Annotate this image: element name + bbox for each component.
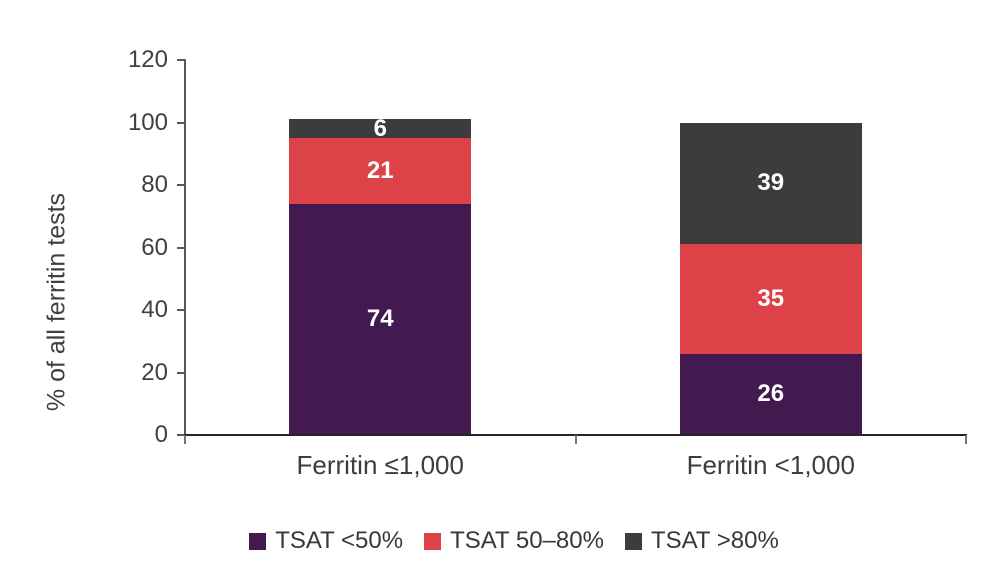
y-tick-label: 60 bbox=[141, 233, 168, 261]
legend-label: TSAT <50% bbox=[275, 527, 404, 554]
legend-swatch bbox=[249, 532, 267, 550]
legend-label: TSAT 50–80% bbox=[450, 527, 604, 554]
y-tick-mark bbox=[177, 246, 185, 249]
y-axis-title: % of all ferritin tests bbox=[42, 192, 71, 412]
bar-segment bbox=[679, 122, 862, 245]
legend-label: TSAT >80% bbox=[650, 527, 779, 554]
y-tick-mark bbox=[177, 121, 185, 124]
bar-segment bbox=[679, 353, 862, 435]
x-axis-boundary-tick bbox=[965, 435, 967, 444]
y-tick-mark bbox=[177, 309, 185, 311]
legend-item: TSAT 50–80% bbox=[424, 527, 604, 555]
legend: TSAT <50% TSAT 50–80% TSAT >80% bbox=[0, 527, 1000, 555]
category-label: Ferritin ≤1,000 bbox=[296, 450, 464, 480]
bar-segment bbox=[679, 244, 862, 354]
x-axis-boundary-tick bbox=[574, 435, 577, 444]
bar-value-label: 21 bbox=[366, 156, 394, 184]
y-tick-mark bbox=[177, 59, 185, 61]
y-tick-label: 0 bbox=[154, 421, 168, 448]
y-tick-label: 80 bbox=[141, 171, 168, 198]
y-tick-label: 100 bbox=[127, 108, 168, 136]
bar-segment bbox=[289, 119, 472, 139]
legend-swatch bbox=[624, 532, 642, 550]
bar-segment bbox=[289, 203, 472, 435]
y-tick-label: 40 bbox=[141, 296, 168, 323]
x-axis-boundary-tick bbox=[184, 435, 186, 444]
y-tick-label: 120 bbox=[127, 46, 168, 73]
bar-segment bbox=[289, 138, 472, 204]
bar-value-label: 6 bbox=[373, 114, 387, 142]
y-tick-mark bbox=[177, 184, 185, 186]
y-tick-mark bbox=[177, 371, 185, 374]
bar-value-label: 35 bbox=[757, 285, 785, 313]
bar-value-label: 74 bbox=[366, 305, 394, 333]
bar-value-label: 26 bbox=[757, 380, 785, 408]
y-tick-mark bbox=[177, 434, 185, 436]
legend-item: TSAT >80% bbox=[624, 527, 779, 555]
y-axis-line bbox=[184, 59, 186, 436]
category-label: Ferritin <1,000 bbox=[686, 450, 855, 480]
bar-value-label: 39 bbox=[757, 169, 785, 197]
legend-swatch bbox=[424, 532, 442, 550]
legend-item: TSAT <50% bbox=[249, 527, 403, 555]
y-tick-label: 20 bbox=[141, 358, 168, 386]
